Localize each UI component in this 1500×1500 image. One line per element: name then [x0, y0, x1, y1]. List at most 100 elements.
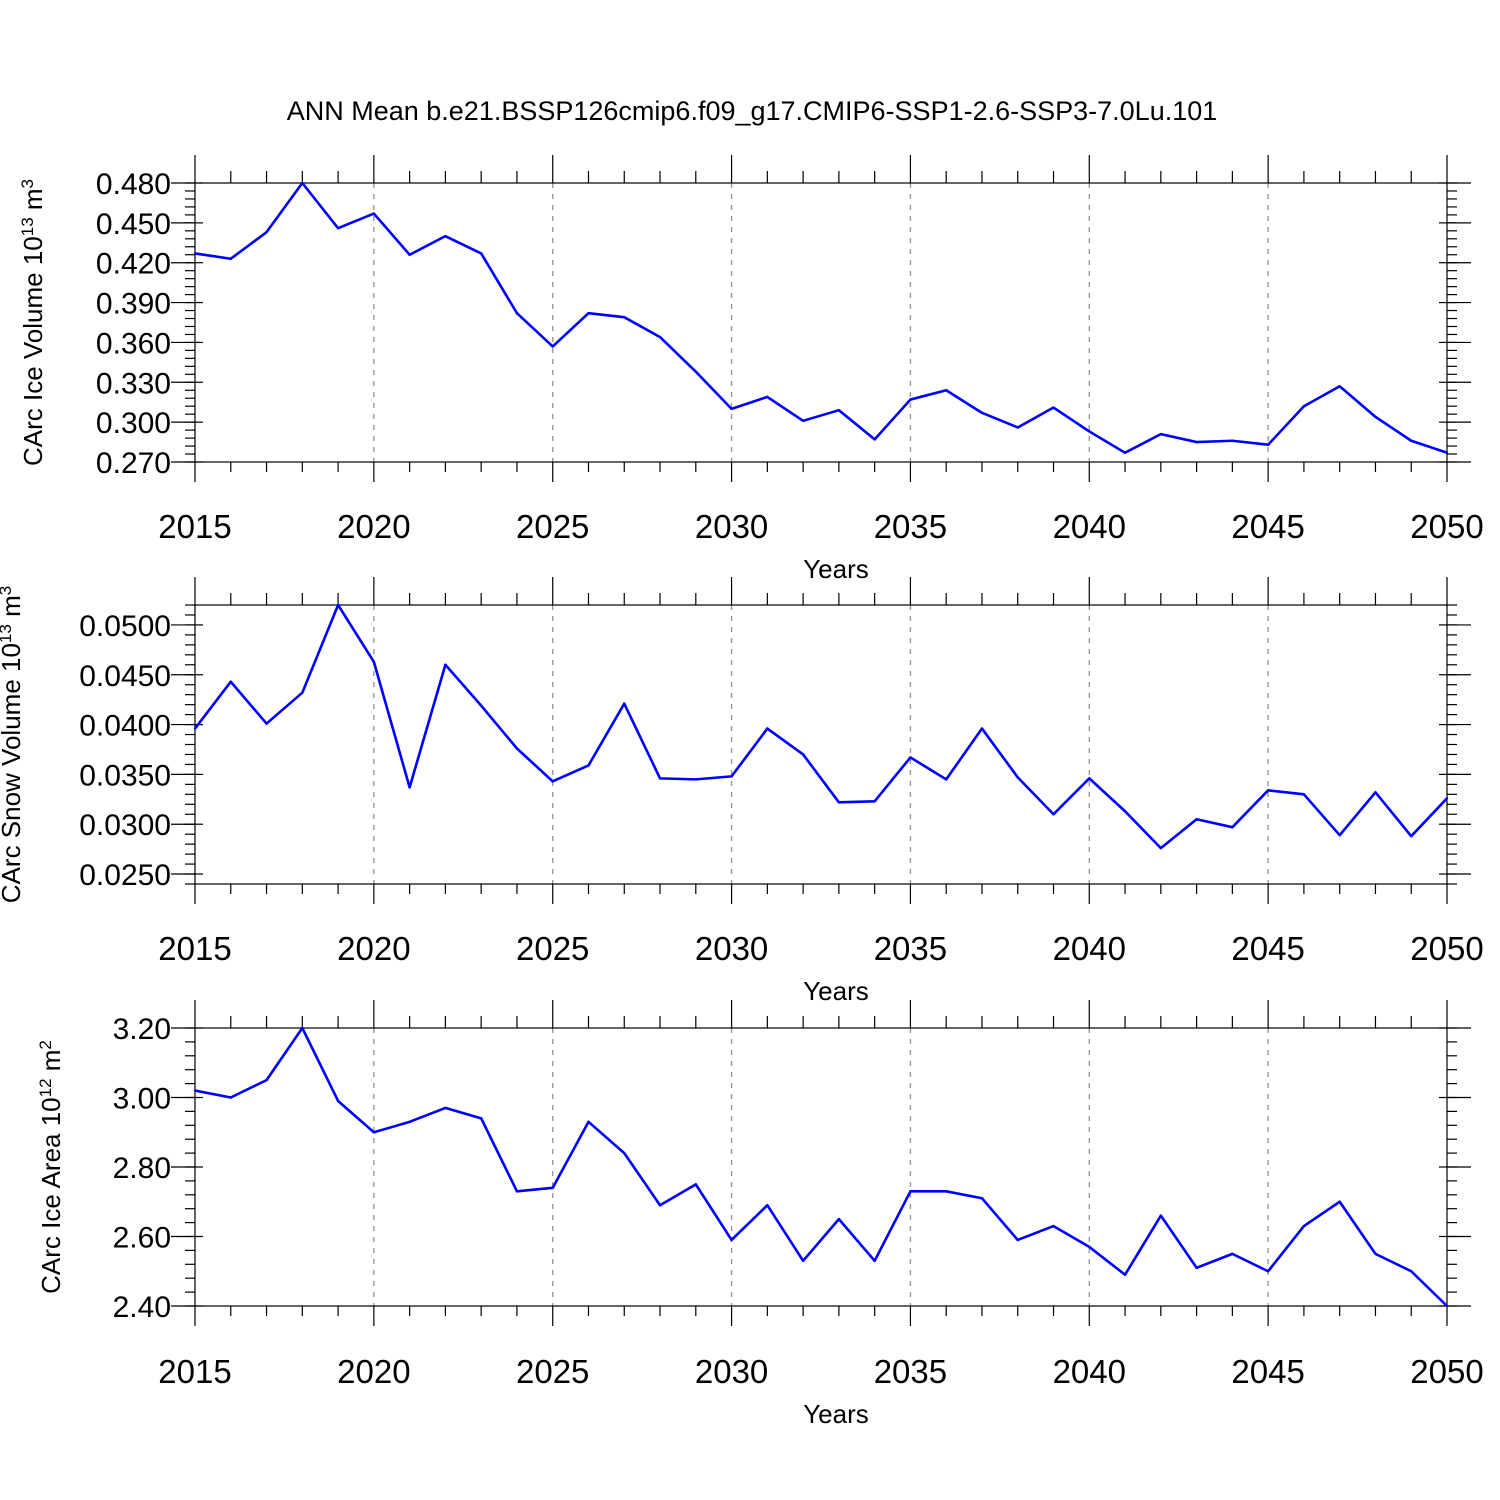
y-tick-label: 0.0500 — [79, 610, 171, 643]
x-tick-label: 2040 — [1053, 930, 1126, 967]
data-point — [1445, 797, 1449, 800]
data-point — [1338, 1200, 1341, 1203]
x-tick-label: 2030 — [695, 508, 768, 545]
data-point — [193, 1089, 197, 1092]
data-point — [301, 691, 304, 694]
y-label-part: m — [0, 595, 26, 624]
data-point — [1088, 777, 1091, 780]
data-point — [336, 1099, 340, 1103]
data-point — [372, 212, 376, 215]
y-tick-label: 0.390 — [96, 288, 171, 321]
data-point — [837, 408, 841, 412]
data-point — [1052, 1224, 1055, 1228]
y-tick-label: 0.0400 — [79, 710, 171, 743]
data-point — [1052, 813, 1055, 816]
y-tick-label: 0.330 — [96, 367, 171, 400]
data-point — [336, 226, 340, 230]
y-label-part: CArc Snow Volume 10 — [0, 643, 26, 903]
data-point — [551, 1186, 554, 1190]
data-point — [730, 1238, 733, 1242]
data-point — [551, 345, 554, 348]
data-point — [372, 1131, 376, 1134]
data-point — [766, 727, 769, 730]
data-point — [658, 1204, 662, 1207]
data-point — [408, 786, 411, 789]
data-point — [1052, 406, 1055, 409]
data-point — [837, 1217, 841, 1221]
data-point — [265, 230, 268, 234]
x-tick-label: 2035 — [874, 508, 947, 545]
data-point — [1302, 1224, 1306, 1228]
data-point — [694, 370, 697, 373]
data-point — [1266, 789, 1270, 792]
y-label-superscript: 13 — [0, 624, 15, 643]
data-point — [408, 253, 411, 256]
y-label-superscript: 3 — [0, 586, 15, 595]
data-point — [444, 234, 447, 238]
panel-ice-area: 2015 2020 2025 2030 2035 2040 2045 2050 Years 2.4… — [36, 1000, 1484, 1429]
x-axis-label: Years — [803, 976, 869, 1006]
data-point — [766, 395, 769, 399]
data-point — [801, 419, 805, 423]
data-point — [1338, 385, 1341, 388]
x-tick-label: 2020 — [337, 1353, 410, 1390]
data-point — [1195, 818, 1198, 821]
data-point — [1302, 793, 1306, 796]
data-point — [301, 181, 304, 185]
data-point — [980, 1197, 984, 1200]
data-point — [515, 747, 519, 750]
figure-title: ANN Mean b.e21.BSSP126cmip6.f09_g17.CMIP… — [287, 96, 1218, 126]
y-axis-label: CArc Ice Volume 1013 m3 — [18, 179, 49, 466]
data-point — [1374, 415, 1377, 419]
data-point — [193, 727, 197, 730]
data-point — [479, 704, 483, 707]
series-line — [194, 1026, 1448, 1307]
data-point — [193, 252, 197, 255]
data-point — [1231, 1252, 1234, 1256]
data-point — [336, 603, 340, 607]
panel-snow-volume: 2015 2020 2025 2030 2035 2040 2045 2050 Years 0.0… — [0, 577, 1484, 1006]
data-point — [444, 1106, 447, 1110]
data-point — [408, 1120, 411, 1124]
y-label-superscript: 3 — [18, 179, 37, 188]
data-point — [1410, 834, 1413, 838]
y-tick-label: 2.40 — [113, 1291, 171, 1324]
y-label-part: m — [18, 188, 48, 217]
x-tick-label: 2050 — [1410, 930, 1483, 967]
data-point — [837, 801, 841, 804]
series-line — [194, 181, 1448, 455]
y-label-superscript: 2 — [36, 1040, 55, 1049]
y-tick-label: 0.0350 — [79, 759, 171, 792]
x-tick-label: 2025 — [516, 930, 589, 967]
data-point — [945, 778, 948, 781]
y-tick-label: 0.0250 — [79, 859, 171, 892]
data-point — [1016, 426, 1019, 429]
x-tick-label: 2040 — [1053, 1353, 1126, 1390]
data-point — [909, 398, 912, 401]
data-point — [265, 1078, 268, 1082]
x-tick-label: 2030 — [695, 1353, 768, 1390]
data-point — [587, 764, 590, 767]
data-point — [658, 777, 662, 780]
y-tick-label: 3.00 — [113, 1083, 171, 1116]
x-tick-label: 2045 — [1231, 930, 1304, 967]
y-tick-label: 0.0450 — [79, 660, 171, 693]
data-point — [587, 312, 590, 315]
data-point — [1016, 1238, 1019, 1242]
data-point — [1374, 791, 1377, 794]
data-point — [1159, 846, 1163, 850]
plot-frame — [194, 182, 1448, 463]
data-point — [1410, 1270, 1413, 1273]
series-line — [193, 603, 1448, 850]
data-point — [801, 1259, 805, 1263]
data-point — [1266, 443, 1270, 446]
data-point — [265, 722, 268, 725]
data-point — [801, 753, 805, 756]
data-point — [1123, 810, 1127, 813]
x-tick-label: 2030 — [695, 930, 768, 967]
data-point — [1266, 1270, 1270, 1273]
data-point — [229, 680, 232, 683]
y-tick-label: 0.360 — [96, 327, 171, 360]
panel-ice-volume: 2015 2020 2025 2030 2035 2040 2045 2050 Years 0.2… — [18, 155, 1484, 584]
y-tick-label: 2.60 — [113, 1222, 171, 1255]
